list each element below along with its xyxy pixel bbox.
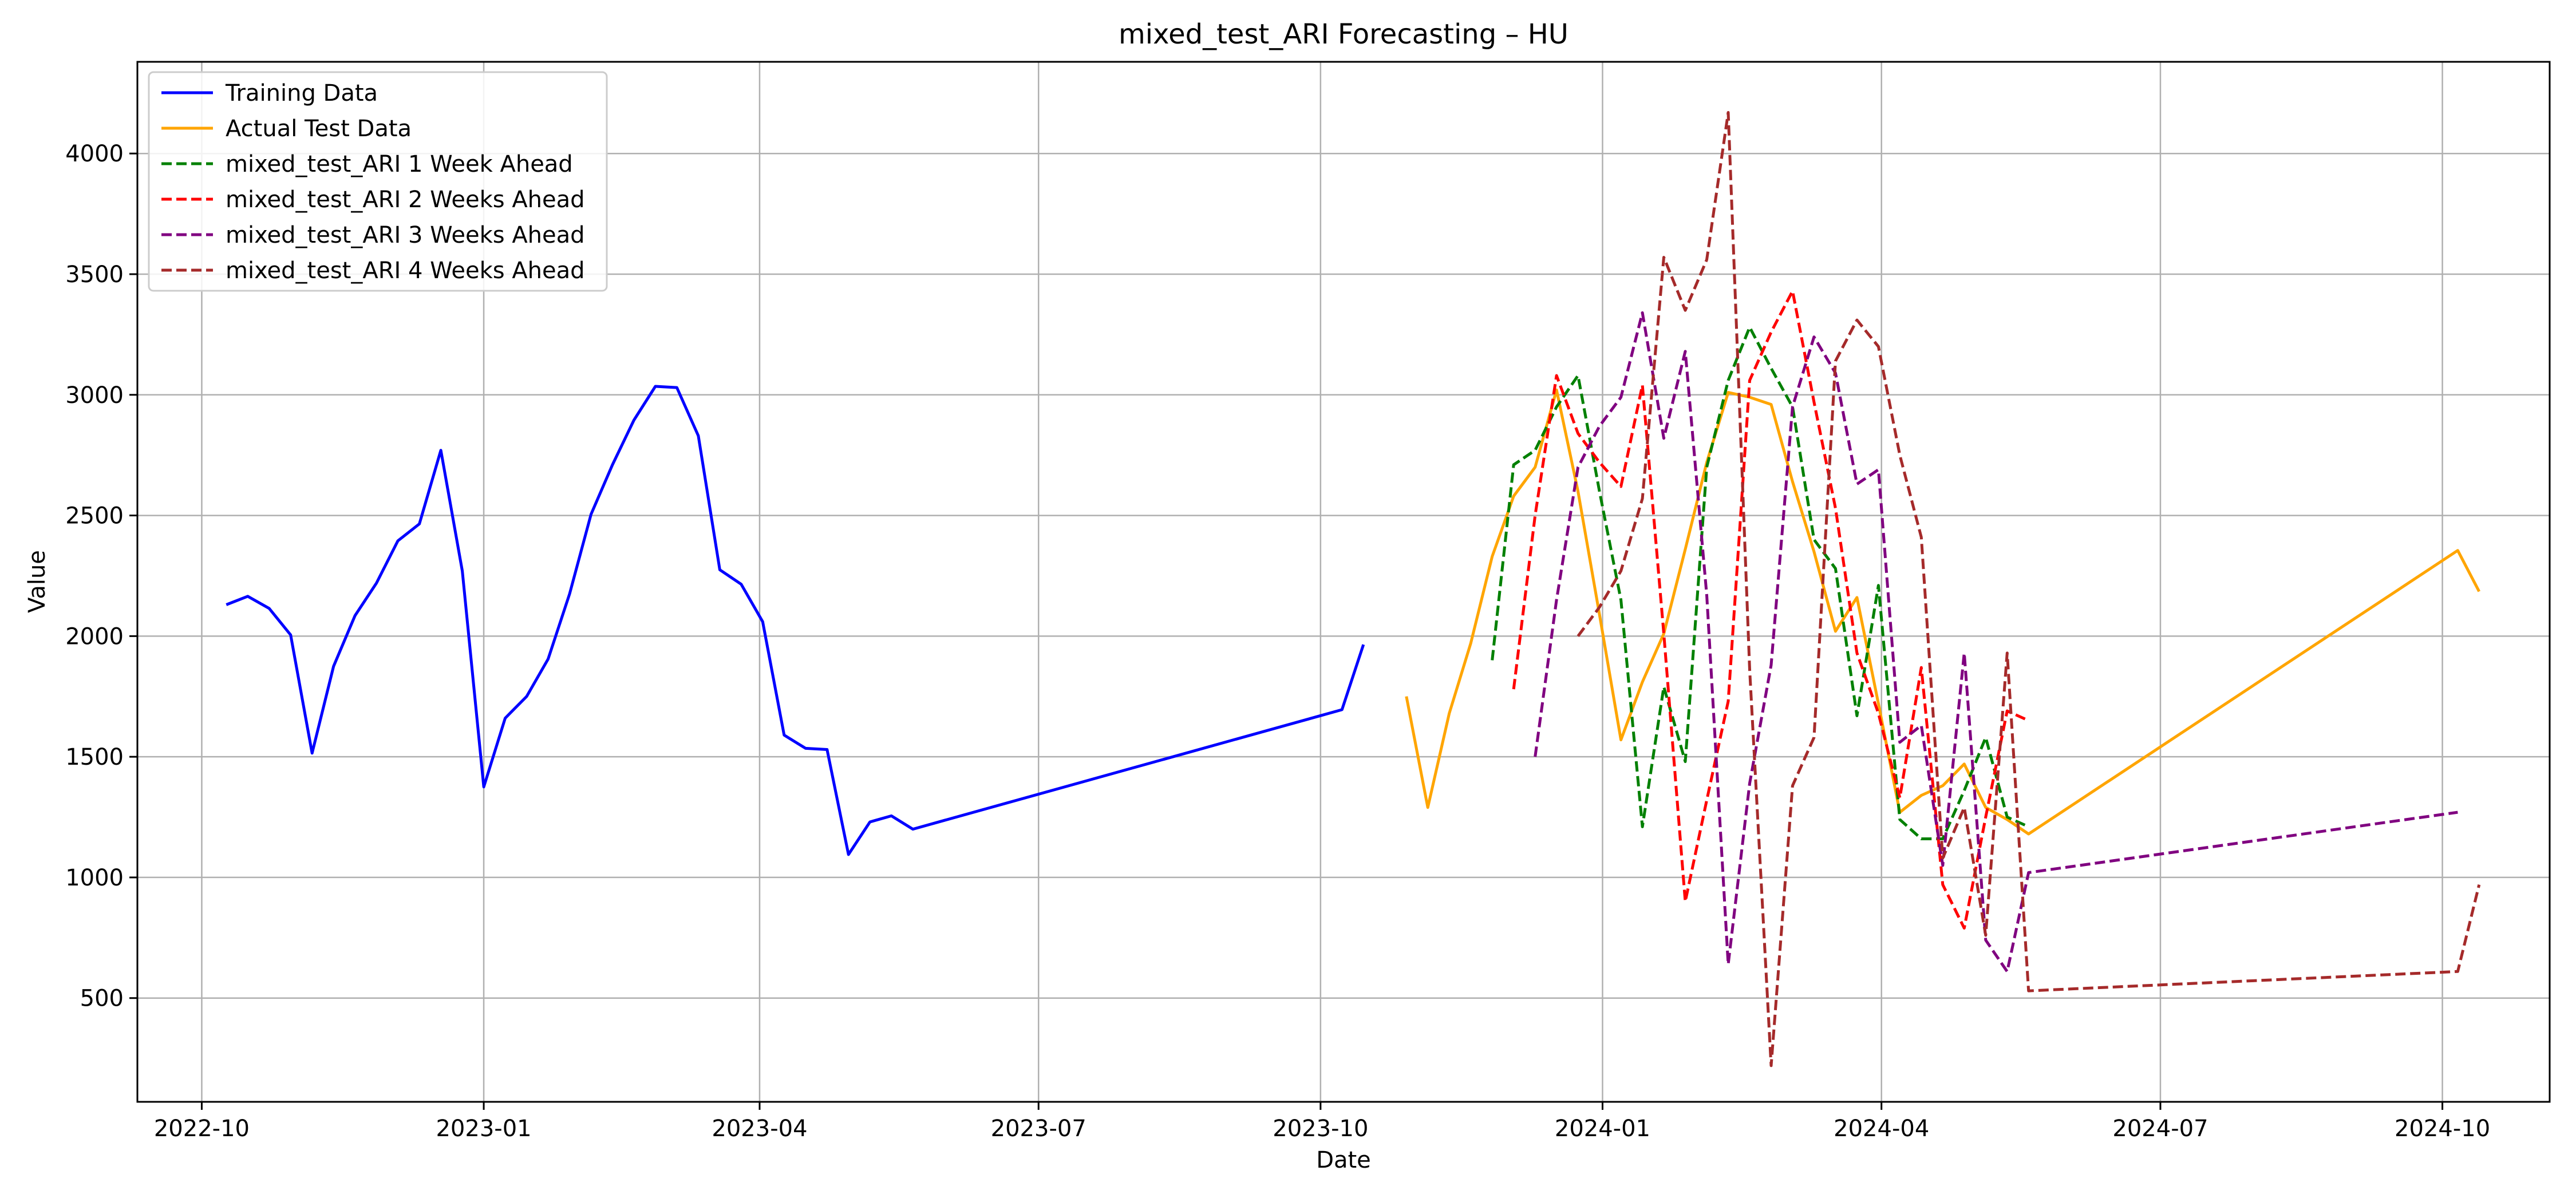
- x-tick-label: 2023-01: [436, 1116, 531, 1142]
- legend-label: Training Data: [225, 80, 378, 106]
- x-tick-label: 2023-04: [712, 1116, 807, 1142]
- legend-box: [148, 71, 608, 292]
- legend-label: mixed_test_ARI 4 Weeks Ahead: [226, 258, 585, 284]
- y-tick-label: 2500: [65, 503, 124, 529]
- y-tick-label: 4000: [65, 141, 124, 167]
- x-axis-label: Date: [1316, 1147, 1371, 1173]
- y-tick-label: 500: [80, 986, 124, 1012]
- x-tick-label: 2024-10: [2395, 1116, 2490, 1142]
- x-tick-label: 2023-10: [1273, 1116, 1368, 1142]
- series-line: [1534, 311, 2458, 973]
- x-tick-label: 2022-10: [154, 1116, 250, 1142]
- y-axis-label: Value: [24, 550, 50, 613]
- legend-label: mixed_test_ARI 3 Weeks Ahead: [226, 222, 585, 248]
- series-line: [1512, 290, 2029, 930]
- series-line: [1577, 111, 2481, 1067]
- y-tick-label: 2000: [65, 623, 124, 650]
- series-line: [226, 385, 1365, 856]
- legend-label: mixed_test_ARI 2 Weeks Ahead: [226, 187, 585, 213]
- y-tick-label: 3500: [65, 262, 124, 288]
- y-tick-label: 3000: [65, 382, 124, 409]
- y-tick-label: 1500: [65, 744, 124, 770]
- x-tick-label: 2023-07: [991, 1116, 1086, 1142]
- legend: Training Data Actual Test Data mixed_test_…: [148, 71, 608, 292]
- x-tick-label: 2024-01: [1555, 1116, 1650, 1142]
- y-axis: 500 1000 1500 2000 2500 3000 3500 4000: [65, 141, 137, 1012]
- chart-title: mixed_test_ARI Forecasting – HU: [1119, 18, 1568, 50]
- legend-label: mixed_test_ARI 1 Week Ahead: [226, 151, 573, 177]
- x-tick-label: 2024-07: [2112, 1116, 2208, 1142]
- legend-label: Actual Test Data: [226, 116, 412, 142]
- x-axis: 2022-10 2023-01 2023-04 2023-07 2023-10 2024-…: [154, 1102, 2490, 1142]
- plot-frame: [136, 61, 2551, 1103]
- grid-lines: [137, 62, 2550, 1102]
- series-layer: [226, 111, 2481, 1067]
- x-tick-label: 2024-04: [1834, 1116, 1929, 1142]
- y-tick-label: 1000: [65, 865, 124, 891]
